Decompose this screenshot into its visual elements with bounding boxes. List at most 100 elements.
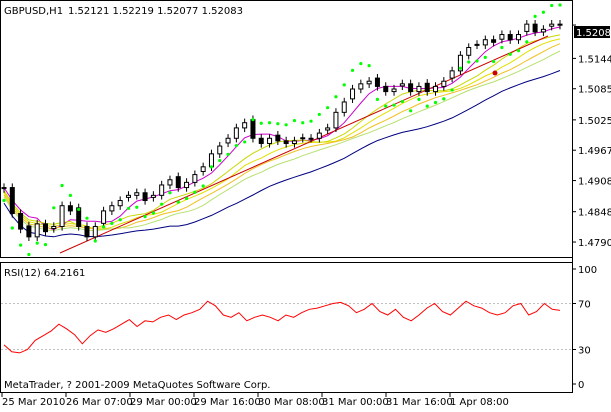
rsi-indicator-label: RSI(12) 64.2161 xyxy=(4,268,85,279)
candlesticks xyxy=(1,20,563,241)
sar-dot xyxy=(135,205,139,209)
sar-dot xyxy=(326,106,330,110)
sar-dot xyxy=(284,123,288,127)
price-axis-label: 1.51440 xyxy=(578,54,611,65)
sar-dot xyxy=(367,64,371,68)
sar-dot xyxy=(400,99,404,104)
sar-dot xyxy=(110,221,114,225)
sar-dot xyxy=(2,198,6,203)
candle-body xyxy=(466,47,472,56)
sar-dot xyxy=(309,119,313,123)
candle-body xyxy=(491,39,497,43)
candle-body xyxy=(9,187,15,214)
time-axis-label: 1 Apr 08:00 xyxy=(450,397,509,408)
rsi-line xyxy=(3,300,561,354)
moving-average-ribbon xyxy=(3,26,561,238)
sar-dot xyxy=(218,158,222,163)
sar-dot xyxy=(276,122,280,126)
sar-dot xyxy=(160,202,164,206)
candle-body xyxy=(540,28,546,33)
sar-dot xyxy=(384,104,388,108)
sar-dot xyxy=(442,97,446,101)
candle-body xyxy=(557,23,563,26)
price-axis-label: 1.50255 xyxy=(578,116,611,127)
moving-average-line xyxy=(3,34,561,229)
candle-body xyxy=(516,34,522,41)
sar-dot xyxy=(267,121,272,125)
trendline[interactable] xyxy=(59,35,549,254)
sar-dot xyxy=(43,243,48,247)
sar-dot xyxy=(492,59,496,64)
sar-dot xyxy=(483,55,487,59)
sar-dot xyxy=(193,190,197,194)
moving-average-line xyxy=(3,43,561,230)
sar-dot xyxy=(151,211,155,215)
candle-body xyxy=(350,88,356,100)
candle-body xyxy=(433,85,439,93)
price-axis-label: 1.49085 xyxy=(578,177,611,188)
candle-body xyxy=(507,34,513,41)
sar-dot xyxy=(168,191,172,195)
sar-dot xyxy=(251,118,255,122)
time-axis-label: 31 Mar 16:00 xyxy=(386,397,453,408)
sar-dot xyxy=(409,109,413,113)
grid-layer xyxy=(1,303,572,350)
candle-body xyxy=(383,85,389,93)
candle-body xyxy=(316,132,322,139)
candle-body xyxy=(399,83,405,87)
sar-dot xyxy=(60,183,64,188)
candle-body xyxy=(441,80,447,87)
candle-body xyxy=(142,192,148,202)
sar-dot xyxy=(392,103,396,107)
sar-dot xyxy=(317,112,321,117)
sar-dot xyxy=(334,95,338,99)
sar-dot xyxy=(18,243,23,247)
time-axis-label: 30 Mar 08:00 xyxy=(258,397,325,408)
candle-body xyxy=(92,225,98,238)
candle-body xyxy=(175,176,181,189)
candle-body xyxy=(482,39,488,46)
sar-dot xyxy=(118,218,122,222)
candle-body xyxy=(300,137,306,140)
sar-dot xyxy=(209,165,214,169)
copyright-text: MetaTrader, ? 2001-2009 MetaQuotes Softw… xyxy=(4,380,270,391)
candle-body xyxy=(267,137,273,144)
candle-body xyxy=(18,213,24,230)
sar-dot xyxy=(226,152,230,156)
candle-body xyxy=(34,223,40,238)
sar-dot xyxy=(259,121,263,125)
candle-body xyxy=(391,88,397,93)
candle-body xyxy=(51,225,57,230)
time-axis-label: 26 Mar 07:00 xyxy=(66,397,133,408)
candle-body xyxy=(134,192,140,196)
candle-body xyxy=(275,134,281,142)
candle-body xyxy=(233,127,239,139)
moving-average-line xyxy=(3,70,561,238)
candle-body xyxy=(200,166,206,172)
candle-body xyxy=(474,43,480,46)
candle-body xyxy=(366,80,372,85)
candle-body xyxy=(192,174,198,183)
sar-dot xyxy=(525,40,529,44)
candle-body xyxy=(333,111,339,129)
sar-dot xyxy=(184,196,189,201)
candle-body xyxy=(283,140,289,144)
candle-body xyxy=(341,101,347,113)
candle-body xyxy=(26,225,32,238)
candle-body xyxy=(167,179,173,186)
rsi-scale-label: 30 xyxy=(578,346,591,357)
sar-dot xyxy=(558,3,562,7)
parabolic-sar xyxy=(2,3,562,257)
sar-dot xyxy=(77,207,81,211)
rsi-scale-label: 0 xyxy=(578,380,584,391)
sar-dot xyxy=(475,59,479,63)
candle-body xyxy=(59,205,65,227)
sar-dot xyxy=(342,83,346,87)
candle-body xyxy=(524,23,530,32)
sar-dot xyxy=(467,60,471,64)
time-axis-label: 29 Mar 00:00 xyxy=(130,397,197,408)
candle-body xyxy=(184,181,190,189)
candle-body xyxy=(250,119,256,139)
